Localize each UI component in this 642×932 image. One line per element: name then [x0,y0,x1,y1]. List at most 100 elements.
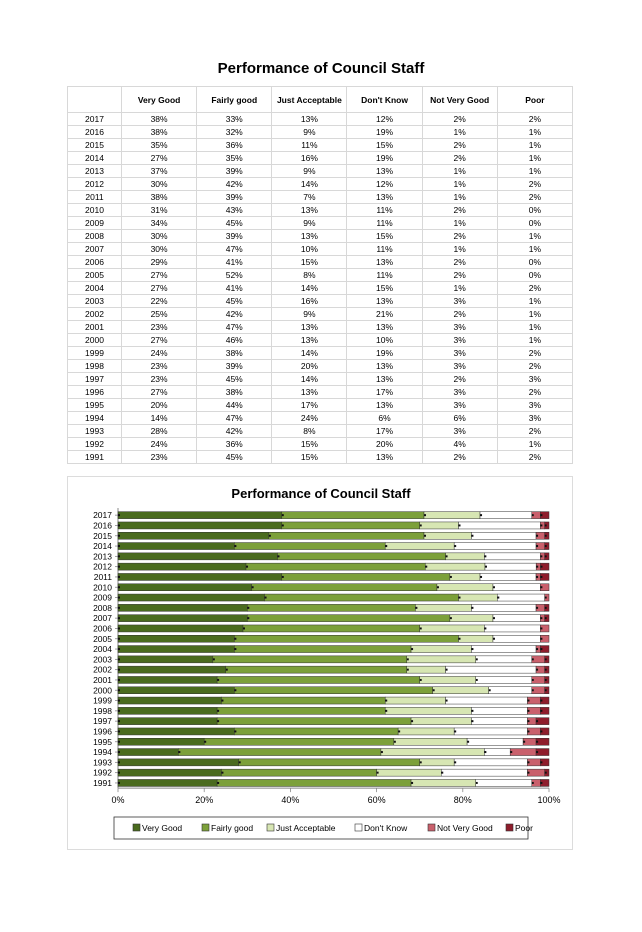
segment-marker [118,699,120,702]
bar-segment [117,655,214,664]
y-tick-label: 2001 [93,675,112,685]
segment-marker [536,545,539,548]
bar-segment [406,665,446,674]
segment-marker [217,709,220,712]
table-value-cell: 45% [196,450,273,464]
table-value-cell: 1% [421,281,498,295]
segment-marker [238,761,241,764]
table-value-cell: 30% [120,242,198,256]
segment-marker [217,678,220,681]
table-value-cell: 0% [496,255,574,269]
y-tick-label: 1992 [93,768,112,778]
table-value-cell: 13% [346,372,423,386]
segment-marker [488,689,491,692]
table-row: 2007 30% 47% 10% 11% 1% 1% [67,242,574,256]
table-row: 2004 27% 41% 14% 15% 1% 2% [67,281,574,295]
segment-marker [424,534,427,537]
segment-marker [540,730,543,733]
bar-segment [397,727,455,736]
table-value-cell: 1% [496,320,574,334]
segment-marker [118,751,120,754]
bar-segment [117,542,235,550]
segment-marker [118,545,120,548]
table-row: 2012 30% 42% 14% 12% 1% 2% [67,177,574,191]
bar-segment [484,552,541,561]
table-header-cell: Just Acceptable [271,86,348,113]
legend-swatch [427,823,436,832]
bar-segment [479,573,537,581]
segment-marker [411,781,414,784]
segment-marker [544,596,547,599]
table-value-cell: 13% [346,294,423,308]
bar-segment [117,604,248,612]
bar-segment [117,532,270,540]
table-value-cell: 41% [196,281,273,295]
segment-marker [436,586,439,589]
table-value-cell: 33% [196,112,273,126]
bar-segment [117,727,235,736]
bar-segment [281,573,451,581]
table-row: 2002 25% 42% 9% 21% 2% 1% [67,307,574,321]
segment-marker [445,699,448,702]
segment-marker [251,586,254,589]
table-year-cell: 2003 [67,294,122,308]
bar-segment [492,583,541,591]
table-value-cell: 15% [346,229,423,243]
table-value-cell: 42% [196,424,273,438]
table-row: 2010 31% 43% 13% 11% 2% 0% [67,203,574,217]
table-value-cell: 42% [196,307,273,321]
table-value-cell: 11% [271,138,348,152]
table-row: 2011 38% 39% 7% 13% 1% 2% [67,190,574,204]
table-value-cell: 19% [346,151,423,165]
table-row: 1997 23% 45% 14% 13% 2% 3% [67,372,574,386]
segment-marker [540,709,543,712]
segment-marker [118,709,120,712]
bar-segment [380,748,485,756]
table-header-cell: Poor [496,86,574,113]
table-value-cell: 1% [496,138,574,152]
segment-marker [510,751,513,754]
bar-segment [234,686,433,694]
table-value-cell: 10% [346,333,423,347]
bar-segment [225,665,408,674]
bar-segment [458,635,494,643]
x-tick-label: 60% [368,795,386,805]
table-value-cell: 47% [196,411,273,425]
table-value-cell: 1% [496,242,574,256]
bar-segment [436,583,494,591]
segment-marker [234,637,237,640]
segment-marker [281,575,284,578]
table-value-cell: 3% [496,411,574,425]
data-table: Very Good Fairly good Just Acceptable Don't… [67,86,574,464]
segment-marker [118,648,120,651]
bar-segment [117,696,222,705]
table-value-cell: 2% [496,281,574,295]
segment-marker [527,771,530,774]
segment-marker [118,781,120,784]
table-row: 1996 27% 38% 13% 17% 3% 2% [67,385,574,399]
table-value-cell: 13% [271,385,348,399]
table-row: 1994 14% 47% 24% 6% 6% 3% [67,411,574,425]
bar-segment [117,552,278,561]
segment-marker [221,699,224,702]
table-value-cell: 9% [271,125,348,139]
bar-segment [458,593,498,602]
bar-segment [238,758,420,767]
bar-segment [234,542,386,550]
table-value-cell: 2% [421,203,498,217]
y-tick-label: 2004 [93,644,112,654]
legend-swatch [354,823,363,832]
table-header-row: Very Good Fairly good Just Acceptable Don't… [67,86,574,113]
y-tick-label: 2003 [93,654,112,664]
table-value-cell: 1% [421,216,498,230]
bar-segment [466,738,524,746]
bar-segment [117,686,235,694]
bar-segment [492,635,541,643]
table-value-cell: 39% [196,359,273,373]
segment-marker [118,514,120,517]
segment-marker [544,555,547,558]
table-value-cell: 0% [496,268,574,282]
bar-segment [488,686,533,694]
bar-segment [471,707,528,715]
bar-segment [117,758,239,767]
